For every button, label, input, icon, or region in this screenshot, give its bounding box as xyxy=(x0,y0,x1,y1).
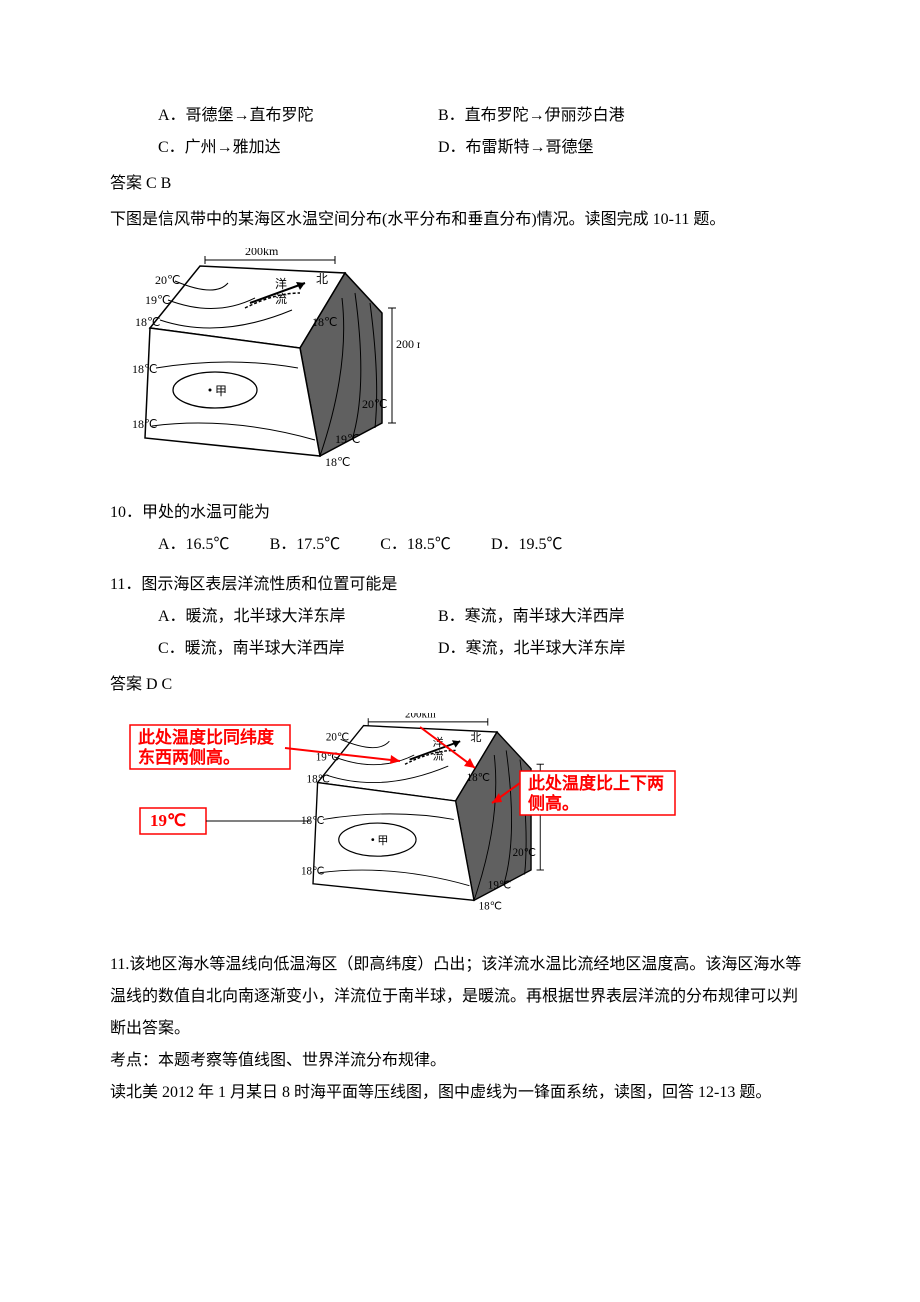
q11-stem: 11．图示海区表层洋流性质和位置可能是 xyxy=(110,569,810,601)
q10-options: A．16.5℃ B．17.5℃ C．18.5℃ D．19.5℃ xyxy=(158,529,810,561)
q9-options-row2: C．广州→雅加达 D．布雷斯特→哥德堡 xyxy=(158,132,810,164)
svg-text:18℃: 18℃ xyxy=(301,866,324,878)
svg-text:18℃: 18℃ xyxy=(135,315,160,329)
annot3-line1: 此处温度比上下两 xyxy=(528,773,664,793)
answer-10-11: 答案 D C xyxy=(110,669,810,701)
svg-text:20℃: 20℃ xyxy=(362,397,387,411)
annot2: 19℃ xyxy=(150,811,186,830)
svg-text:18℃: 18℃ xyxy=(325,455,350,469)
q11-option-b: B．寒流，南半球大洋西岸 xyxy=(438,601,718,633)
svg-text:18℃: 18℃ xyxy=(132,362,157,376)
figure-2: 此处温度比同纬度 东西两侧高。 19℃ 200km 洋 北 流 20℃ xyxy=(120,713,810,937)
q10-option-c: C．18.5℃ xyxy=(380,529,451,561)
svg-text:19℃: 19℃ xyxy=(488,879,511,891)
yang-label: 洋 xyxy=(275,276,287,291)
intro-10-11: 下图是信风带中的某海区水温空间分布(水平分布和垂直分布)情况。读图完成 10-1… xyxy=(110,204,810,236)
q10-option-b: B．17.5℃ xyxy=(270,529,341,561)
option-a: A．哥德堡→直布罗陀 xyxy=(158,100,438,132)
figure-1: 200km 洋 北 流 20℃ 19℃ 18℃ 18℃ xyxy=(120,248,810,485)
option-b: B．直布罗陀→伊丽莎白港 xyxy=(438,100,718,132)
q9-options-row1: A．哥德堡→直布罗陀 B．直布罗陀→伊丽莎白港 xyxy=(158,100,810,132)
annot1-line1: 此处温度比同纬度 xyxy=(138,727,275,747)
svg-text:200km: 200km xyxy=(405,713,436,720)
option-d: D．布雷斯特→哥德堡 xyxy=(438,132,718,164)
explain-11: 11.该地区海水等温线向低温海区（即高纬度）凸出；该洋流水温比流经地区温度高。该… xyxy=(110,949,810,1045)
q11-option-c: C．暖流，南半球大洋西岸 xyxy=(158,633,438,665)
annot3-line2: 侧高。 xyxy=(528,793,579,813)
svg-text:流: 流 xyxy=(433,749,444,763)
q11-options-row1: A．暖流，北半球大洋东岸 B．寒流，南半球大洋西岸 xyxy=(158,601,810,633)
svg-text:18℃: 18℃ xyxy=(467,772,490,784)
north-label: 北 xyxy=(316,272,328,286)
mark-jia: 甲 xyxy=(215,384,227,398)
option-c: C．广州→雅加达 xyxy=(158,132,438,164)
answer-9: 答案 C B xyxy=(110,168,810,200)
intro-12-13: 读北美 2012 年 1 月某日 8 时海平面等压线图，图中虚线为一锋面系统，读… xyxy=(110,1077,810,1109)
q11-option-a: A．暖流，北半球大洋东岸 xyxy=(158,601,438,633)
q10-option-d: D．19.5℃ xyxy=(491,529,563,561)
svg-text:20℃: 20℃ xyxy=(155,273,180,287)
svg-text:甲: 甲 xyxy=(377,835,388,847)
annot1-line2: 东西两侧高。 xyxy=(138,747,240,767)
q11-option-d: D．寒流，北半球大洋东岸 xyxy=(438,633,718,665)
svg-text:18℃: 18℃ xyxy=(301,815,324,827)
q11-options-row2: C．暖流，南半球大洋西岸 D．寒流，北半球大洋东岸 xyxy=(158,633,810,665)
svg-text:流: 流 xyxy=(275,292,287,306)
q10-stem: 10．甲处的水温可能为 xyxy=(110,497,810,529)
svg-text:18℃: 18℃ xyxy=(312,315,337,329)
svg-text:20℃: 20℃ xyxy=(513,847,536,859)
svg-text:北: 北 xyxy=(470,731,481,744)
svg-text:200 m: 200 m xyxy=(396,337,420,351)
svg-text:18℃: 18℃ xyxy=(132,417,157,431)
axis-width-label: 200km xyxy=(245,248,279,258)
svg-text:19℃: 19℃ xyxy=(335,432,360,446)
svg-text:19℃: 19℃ xyxy=(145,293,170,307)
exam-point: 考点：本题考察等值线图、世界洋流分布规律。 xyxy=(110,1045,810,1077)
q10-option-a: A．16.5℃ xyxy=(158,529,230,561)
svg-text:18℃: 18℃ xyxy=(479,901,502,913)
